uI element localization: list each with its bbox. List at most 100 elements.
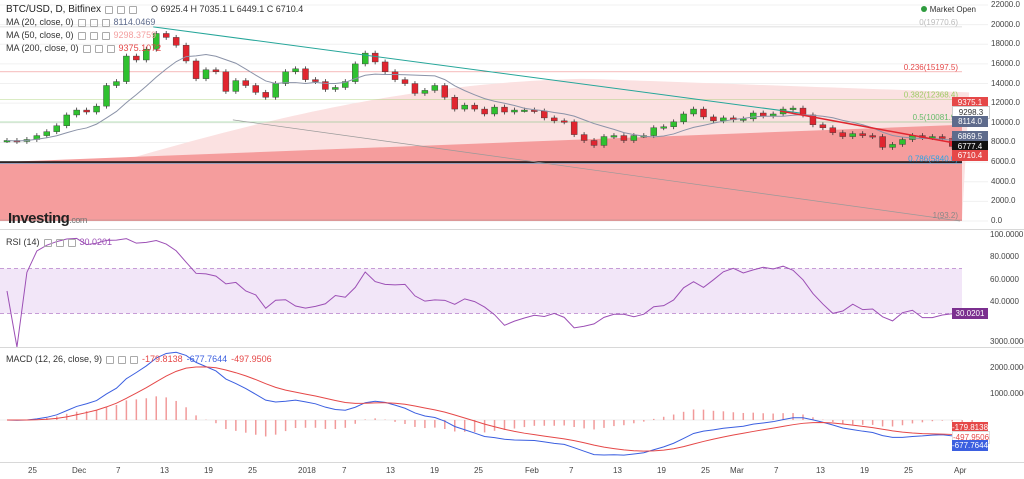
candle — [650, 127, 657, 136]
rsi-settings-icon[interactable] — [55, 238, 64, 247]
date-label: 2018 — [298, 466, 316, 475]
candle — [819, 124, 827, 128]
date-axis[interactable]: 25 Dec 7 13 19 25 2018 7 13 19 25 Feb 7 13 19 25 Mar 7 13 1… — [0, 463, 988, 479]
price-axis-label: 8000.0 — [991, 137, 1016, 147]
candle — [272, 83, 279, 98]
ma20-label: MA (20, close, 0) — [6, 17, 74, 27]
status-dot-icon — [920, 6, 927, 12]
macd-pane[interactable] — [0, 348, 988, 462]
macd-value: -179.8138 — [142, 354, 183, 364]
channel-line — [232, 119, 961, 222]
candle — [352, 63, 359, 82]
fib-label: 0(19770.6) — [919, 18, 958, 27]
ma20-settings-icon[interactable] — [89, 18, 98, 27]
fib-label: 0.786(5840.0) — [908, 155, 958, 164]
date-label: 13 — [816, 466, 825, 475]
rsi-chart[interactable] — [0, 230, 988, 348]
candle — [511, 109, 518, 113]
price-axis[interactable]: 22000.0 20000.0 18000.0 16000.0 14000.0 12000… — [988, 0, 1024, 229]
rsi-axis-label: 80.0000 — [990, 252, 1019, 262]
date-label: 13 — [386, 466, 395, 475]
candle — [899, 139, 906, 145]
candle — [43, 131, 50, 136]
close-icon[interactable] — [129, 5, 138, 14]
date-label: 25 — [701, 466, 710, 475]
macd-legend: MACD (12, 26, close, 9) -179.8138 -677.764… — [6, 353, 272, 366]
candle — [451, 97, 458, 110]
candle — [541, 110, 548, 119]
candle — [73, 109, 80, 116]
price-chart[interactable]: 0(19770.6) 0.236(15197.5) 0.382(12368.4) 0.… — [0, 0, 988, 229]
price-tag: 6777.4 — [952, 141, 988, 152]
price-axis-label: 22000.0 — [991, 0, 1020, 9]
settings-icon[interactable] — [117, 5, 126, 14]
macd-signal-line — [6, 366, 973, 452]
ma20-close-icon[interactable] — [101, 18, 110, 27]
macd-settings-icon[interactable] — [118, 355, 127, 364]
fib-label: 0.236(15197.5) — [904, 63, 959, 72]
price-axis-label: 18000.0 — [991, 39, 1020, 49]
candle — [879, 136, 886, 148]
ohlc-values: O 6925.4 H 7035.1 L 6449.1 C 6710.4 — [151, 4, 304, 14]
candle — [391, 71, 399, 80]
ma50-close-icon[interactable] — [101, 31, 110, 40]
price-tag: 8114.0 — [952, 116, 988, 127]
candle — [123, 55, 130, 82]
price-axis-label: 20000.0 — [991, 19, 1020, 29]
investing-logo: Investing.com — [8, 210, 87, 227]
price-axis-label: 14000.0 — [991, 78, 1020, 88]
macd-close-icon[interactable] — [130, 355, 139, 364]
macd-chart[interactable] — [0, 348, 988, 462]
candle — [481, 108, 488, 115]
rsi-pane[interactable] — [0, 230, 988, 348]
date-label: 13 — [160, 466, 169, 475]
candle — [839, 132, 846, 137]
ma200-close-icon[interactable] — [106, 44, 115, 53]
date-label: 19 — [430, 466, 439, 475]
rsi-visibility-icon[interactable] — [43, 238, 52, 247]
candle — [342, 81, 349, 88]
ma20-visibility-icon[interactable] — [77, 18, 86, 27]
ma200-visibility-icon[interactable] — [82, 44, 91, 53]
macd-label: MACD (12, 26, close, 9) — [6, 354, 103, 364]
macd-visibility-icon[interactable] — [106, 355, 115, 364]
market-status: Market Open — [920, 5, 976, 14]
candle — [302, 68, 309, 80]
pane-divider[interactable] — [0, 462, 1024, 463]
candle — [103, 85, 110, 107]
candle — [521, 109, 528, 112]
candle — [869, 135, 876, 138]
date-label: 13 — [613, 466, 622, 475]
price-axis-label: 6000.0 — [991, 157, 1016, 167]
rsi-close-icon[interactable] — [67, 238, 76, 247]
pane-divider[interactable] — [0, 229, 1024, 230]
fib-label: 0.5(10081.9) — [913, 113, 959, 122]
candle — [222, 71, 230, 92]
candle — [232, 80, 240, 92]
ma50-settings-icon[interactable] — [89, 31, 98, 40]
pane-divider[interactable] — [0, 347, 1024, 348]
ma20-line — [6, 54, 973, 144]
visibility-toggle-icon[interactable] — [105, 5, 114, 14]
ma50-value: 9298.3759 — [113, 30, 157, 40]
ma200-settings-icon[interactable] — [94, 44, 103, 53]
candle — [570, 121, 578, 135]
candle — [580, 134, 588, 141]
macd-tag: -179.8138 — [952, 422, 989, 433]
ma200-label: MA (200, close, 0) — [6, 43, 79, 53]
candle — [939, 136, 946, 139]
price-pane[interactable]: 0(19770.6) 0.236(15197.5) 0.382(12368.4) 0.… — [0, 0, 988, 229]
rsi-line — [6, 237, 973, 348]
candle — [262, 92, 269, 98]
price-axis-label: 10000.0 — [991, 117, 1020, 127]
candle — [252, 85, 259, 93]
candle — [610, 135, 618, 138]
candle — [849, 133, 856, 137]
candle — [153, 33, 160, 50]
price-tag: 9375.1 — [952, 97, 988, 108]
candle — [750, 112, 757, 120]
rsi-legend: RSI (14) 30.0201 — [6, 236, 112, 249]
ma50-visibility-icon[interactable] — [77, 31, 86, 40]
candle — [182, 45, 190, 62]
rsi-tag: 30.0201 — [952, 308, 988, 320]
